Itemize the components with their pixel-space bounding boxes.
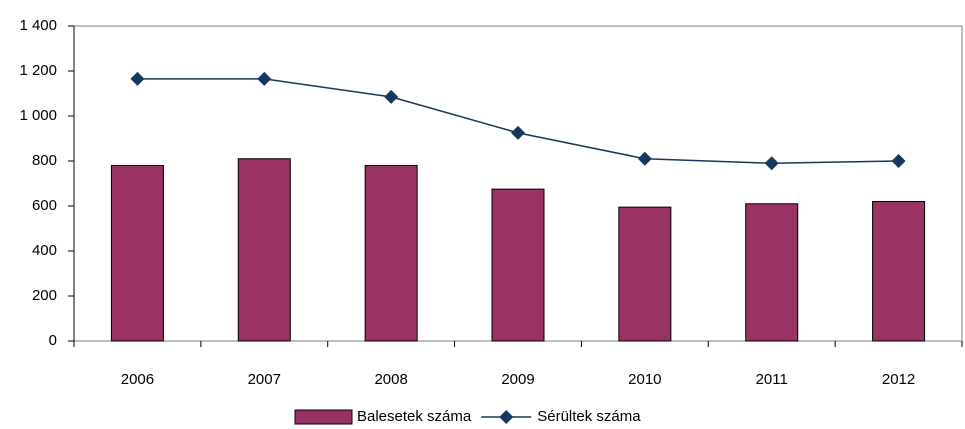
y-tick-label: 600	[32, 197, 57, 214]
y-tick-label: 200	[32, 287, 57, 304]
marker	[257, 71, 272, 86]
marker	[130, 71, 145, 86]
y-tick-label: 1 000	[19, 107, 57, 124]
x-tick-label: 2009	[501, 371, 534, 388]
marker	[384, 89, 399, 104]
bar	[491, 188, 545, 342]
x-tick-label: 2011	[756, 371, 788, 388]
legend-marker	[499, 410, 514, 424]
marker	[764, 156, 779, 171]
bar	[872, 201, 926, 342]
bar	[237, 158, 291, 342]
x-tick-label: 2008	[374, 371, 407, 388]
legend-swatch	[294, 409, 353, 425]
x-tick-label: 2007	[248, 371, 281, 388]
bar	[745, 203, 799, 342]
marker	[637, 151, 652, 166]
legend-label: Balesetek száma	[357, 408, 472, 425]
y-tick-label: 1 400	[19, 17, 57, 34]
bar	[110, 165, 164, 342]
x-tick-label: 2012	[882, 371, 915, 388]
y-tick-label: 0	[49, 332, 57, 349]
y-tick-label: 400	[32, 242, 57, 259]
line	[137, 78, 899, 165]
x-tick-label: 2006	[121, 371, 154, 388]
marker	[511, 125, 525, 140]
x-tick-label: 2010	[628, 371, 661, 388]
legend-label: Sérültek száma	[537, 408, 641, 425]
bar	[364, 165, 418, 342]
bar	[618, 206, 672, 342]
y-tick-label: 1 200	[19, 62, 57, 79]
marker	[891, 154, 906, 168]
y-tick-label: 800	[32, 152, 57, 169]
